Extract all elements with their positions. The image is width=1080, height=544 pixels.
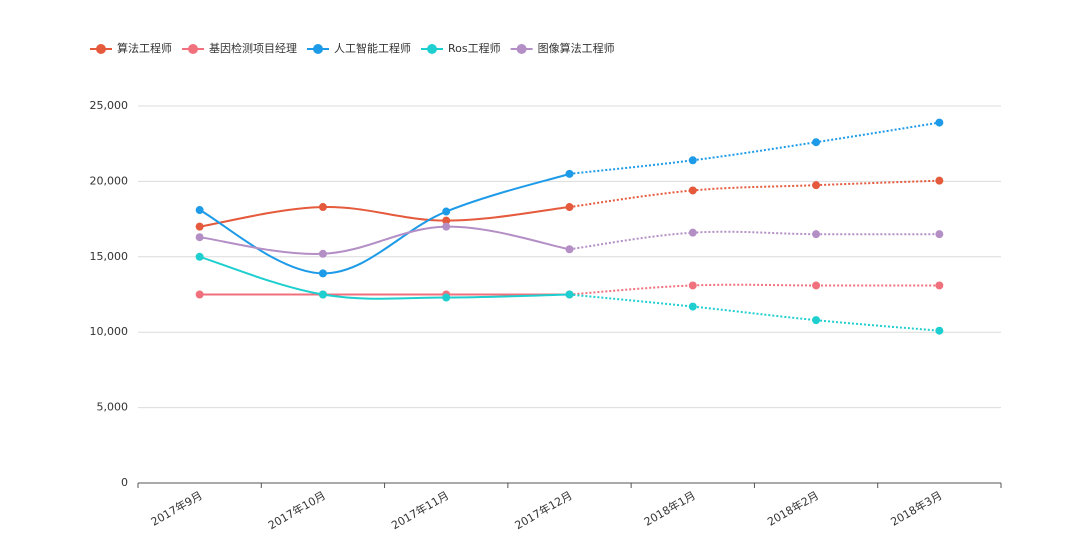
data-point: [442, 222, 451, 231]
y-tick-label: 15,000: [90, 250, 129, 263]
legend-item: 基因检测项目经理: [182, 41, 297, 55]
data-point: [812, 281, 821, 290]
data-point: [812, 316, 821, 325]
legend-item: 图像算法工程师: [510, 41, 615, 55]
series-line: [199, 206, 570, 228]
legend-item: Ros工程师: [421, 42, 501, 55]
data-point: [195, 290, 204, 299]
data-point: [442, 207, 451, 216]
data-point: [935, 118, 944, 127]
data-point: [935, 326, 944, 335]
x-tick-label: 2017年12月: [512, 488, 574, 532]
y-tick-label: 0: [121, 476, 128, 489]
data-point: [688, 228, 697, 237]
y-tick-label: 20,000: [90, 174, 129, 187]
data-point: [442, 216, 451, 225]
legend-swatch: [516, 44, 527, 54]
data-point: [565, 203, 574, 212]
series-line: [569, 293, 940, 332]
legend-swatch: [96, 44, 106, 54]
data-point: [688, 156, 697, 165]
x-tick-label: 2017年9月: [148, 488, 204, 529]
legend-label: Ros工程师: [448, 42, 501, 55]
legend-swatch: [188, 44, 198, 54]
data-point: [318, 249, 327, 258]
legend-swatch: [427, 44, 437, 54]
y-tick-label: 5,000: [97, 401, 129, 414]
x-tick-label: 2017年10月: [266, 488, 328, 532]
legend-item: 人工智能工程师: [307, 41, 411, 55]
y-tick-label: 10,000: [90, 325, 129, 338]
data-point: [688, 281, 697, 290]
series-line: [569, 179, 940, 209]
data-point: [195, 252, 204, 261]
data-point: [318, 269, 327, 278]
data-point: [935, 176, 944, 185]
data-point: [812, 181, 821, 190]
data-point: [565, 290, 574, 299]
series-line: [199, 225, 570, 255]
y-tick-label: 25,000: [90, 99, 129, 112]
x-tick-label: 2017年11月: [389, 488, 451, 532]
legend-swatch: [313, 44, 323, 54]
x-tick-label: 2018年1月: [641, 488, 697, 529]
legend-label: 算法工程师: [117, 41, 172, 55]
x-tick-label: 2018年2月: [765, 488, 821, 529]
data-point: [688, 186, 697, 195]
data-point: [565, 245, 574, 254]
legend-label: 图像算法工程师: [538, 41, 615, 55]
series-line: [199, 255, 570, 300]
data-point: [318, 203, 327, 212]
data-point: [688, 302, 697, 311]
data-point: [935, 230, 944, 239]
legend-item: 算法工程师: [90, 41, 172, 55]
x-tick-label: 2018年3月: [888, 488, 944, 529]
data-point: [195, 222, 204, 231]
data-point: [812, 138, 821, 147]
data-point: [812, 230, 821, 239]
data-point: [442, 293, 451, 302]
data-point: [565, 169, 574, 178]
series-line: [569, 283, 940, 296]
legend-label: 人工智能工程师: [334, 41, 411, 55]
series-line: [569, 230, 940, 251]
series-line: [569, 121, 940, 175]
series-line: [199, 172, 570, 275]
legend-label: 基因检测项目经理: [209, 41, 297, 55]
data-point: [195, 233, 204, 242]
data-point: [195, 206, 204, 215]
data-point: [318, 290, 327, 299]
data-point: [935, 281, 944, 290]
